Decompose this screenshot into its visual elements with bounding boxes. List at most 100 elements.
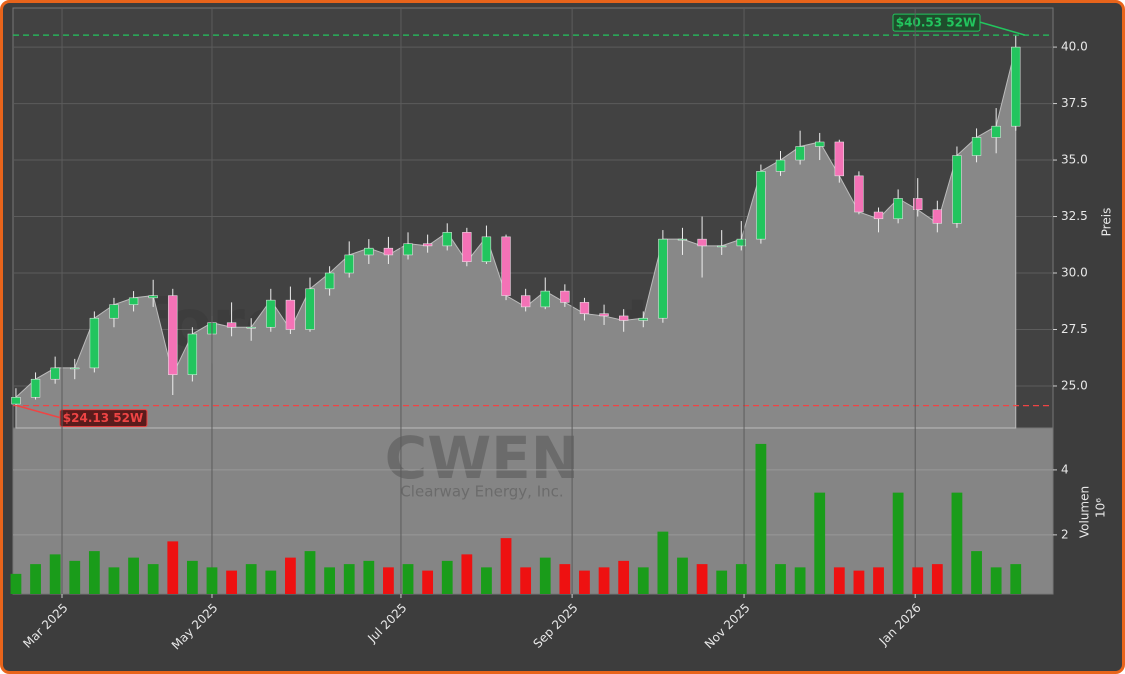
volume-bar <box>128 557 139 594</box>
volume-bar <box>49 554 61 594</box>
volume-bar <box>304 551 316 594</box>
volume-bar <box>618 560 630 594</box>
volume-bar <box>814 492 826 594</box>
candle-body <box>70 367 80 370</box>
volume-bar <box>481 567 492 594</box>
volume-bar <box>422 570 434 594</box>
volume-bar <box>147 564 159 594</box>
candle-body <box>128 297 139 305</box>
volume-bar <box>579 570 590 594</box>
candle-body <box>873 211 884 220</box>
y-tick-label: 2 <box>1061 527 1069 541</box>
volume-bar <box>598 567 610 594</box>
candle-body <box>50 367 60 380</box>
candle-body <box>560 290 570 303</box>
watermark-symbol: CWEN <box>385 424 580 492</box>
candle-body <box>344 254 354 274</box>
volume-bar <box>892 492 904 594</box>
candle-body <box>717 245 727 248</box>
y-tick-label: 30.0 <box>1061 266 1088 280</box>
y-tick-label: 35.0 <box>1061 153 1088 167</box>
candle-body <box>403 243 413 256</box>
volume-bar <box>873 567 884 594</box>
volume-bar <box>853 570 865 594</box>
candle-body <box>579 302 590 314</box>
candle-body <box>246 326 256 329</box>
volume-bar <box>383 567 394 594</box>
candle-body <box>324 272 335 290</box>
candle-body <box>285 299 296 330</box>
candle-body <box>952 155 962 224</box>
candle-body <box>148 295 158 299</box>
volume-bar <box>735 564 747 594</box>
candle-body <box>834 141 844 177</box>
y-tick-label: 25.0 <box>1061 378 1088 392</box>
annotation-arrow <box>979 21 1026 36</box>
volume-bar <box>206 567 218 594</box>
volume-bar <box>402 564 414 594</box>
volume-bar <box>951 492 963 594</box>
volume-bar <box>696 564 708 594</box>
candle-body <box>913 198 923 211</box>
volume-bar <box>657 531 669 594</box>
candle-body <box>11 397 21 405</box>
candle-body <box>795 146 805 161</box>
candle-body <box>168 295 178 375</box>
volume-bar <box>88 551 100 594</box>
candle-body <box>540 290 550 308</box>
volume-bar <box>755 443 767 594</box>
candle-body <box>481 236 492 262</box>
annotation-box <box>59 409 148 428</box>
candle-body <box>677 238 688 241</box>
volume-bar <box>520 567 532 594</box>
volume-bar <box>363 560 375 594</box>
volume-bar <box>559 564 571 594</box>
candle-body <box>971 137 982 156</box>
y-tick-label: 37.5 <box>1061 96 1088 110</box>
candle-body <box>638 317 648 321</box>
candle-body <box>599 313 609 317</box>
candle-body <box>187 333 198 375</box>
candle-body <box>756 171 766 240</box>
volume-bar <box>794 567 806 594</box>
volume-bar <box>441 560 453 594</box>
volume-bar <box>912 567 924 594</box>
volume-bar <box>69 560 81 594</box>
volume-bar <box>971 551 982 594</box>
annotation-arrow <box>16 404 61 419</box>
volume-bar <box>10 573 22 594</box>
candle-body <box>736 238 746 247</box>
volume-bar <box>461 554 473 594</box>
volume-bar <box>245 564 257 594</box>
y-axis-label: Preis <box>1100 208 1114 237</box>
candle-body <box>775 159 786 172</box>
candle-body <box>991 125 1001 138</box>
candle-body <box>619 315 629 321</box>
candle-body <box>305 288 315 330</box>
volume-bar <box>990 567 1002 594</box>
candle-body <box>266 299 276 328</box>
volume-bar <box>833 567 845 594</box>
candle-body <box>89 317 100 369</box>
volume-bar <box>226 570 237 594</box>
volume-bar <box>637 567 649 594</box>
candle-body <box>383 247 394 256</box>
volume-bar <box>775 564 786 594</box>
candle-body <box>462 232 472 262</box>
volume-bar <box>167 541 179 594</box>
volume-bar <box>677 557 688 594</box>
annotation-label: $40.53 52W <box>896 16 976 30</box>
volume-bar <box>539 557 551 594</box>
y-tick-label: 4 <box>1061 462 1069 476</box>
candle-body <box>520 295 531 308</box>
y-tick-label: 32.5 <box>1061 209 1088 223</box>
candle-body <box>501 236 511 296</box>
y-tick-label: 27.5 <box>1061 322 1088 336</box>
candle-body <box>658 238 668 319</box>
annotation-label: $24.13 52W <box>63 411 143 425</box>
volume-bar <box>324 567 335 594</box>
y-tick-label: 40.0 <box>1061 40 1088 54</box>
candle-body <box>1011 46 1021 127</box>
volume-bar <box>108 567 120 594</box>
